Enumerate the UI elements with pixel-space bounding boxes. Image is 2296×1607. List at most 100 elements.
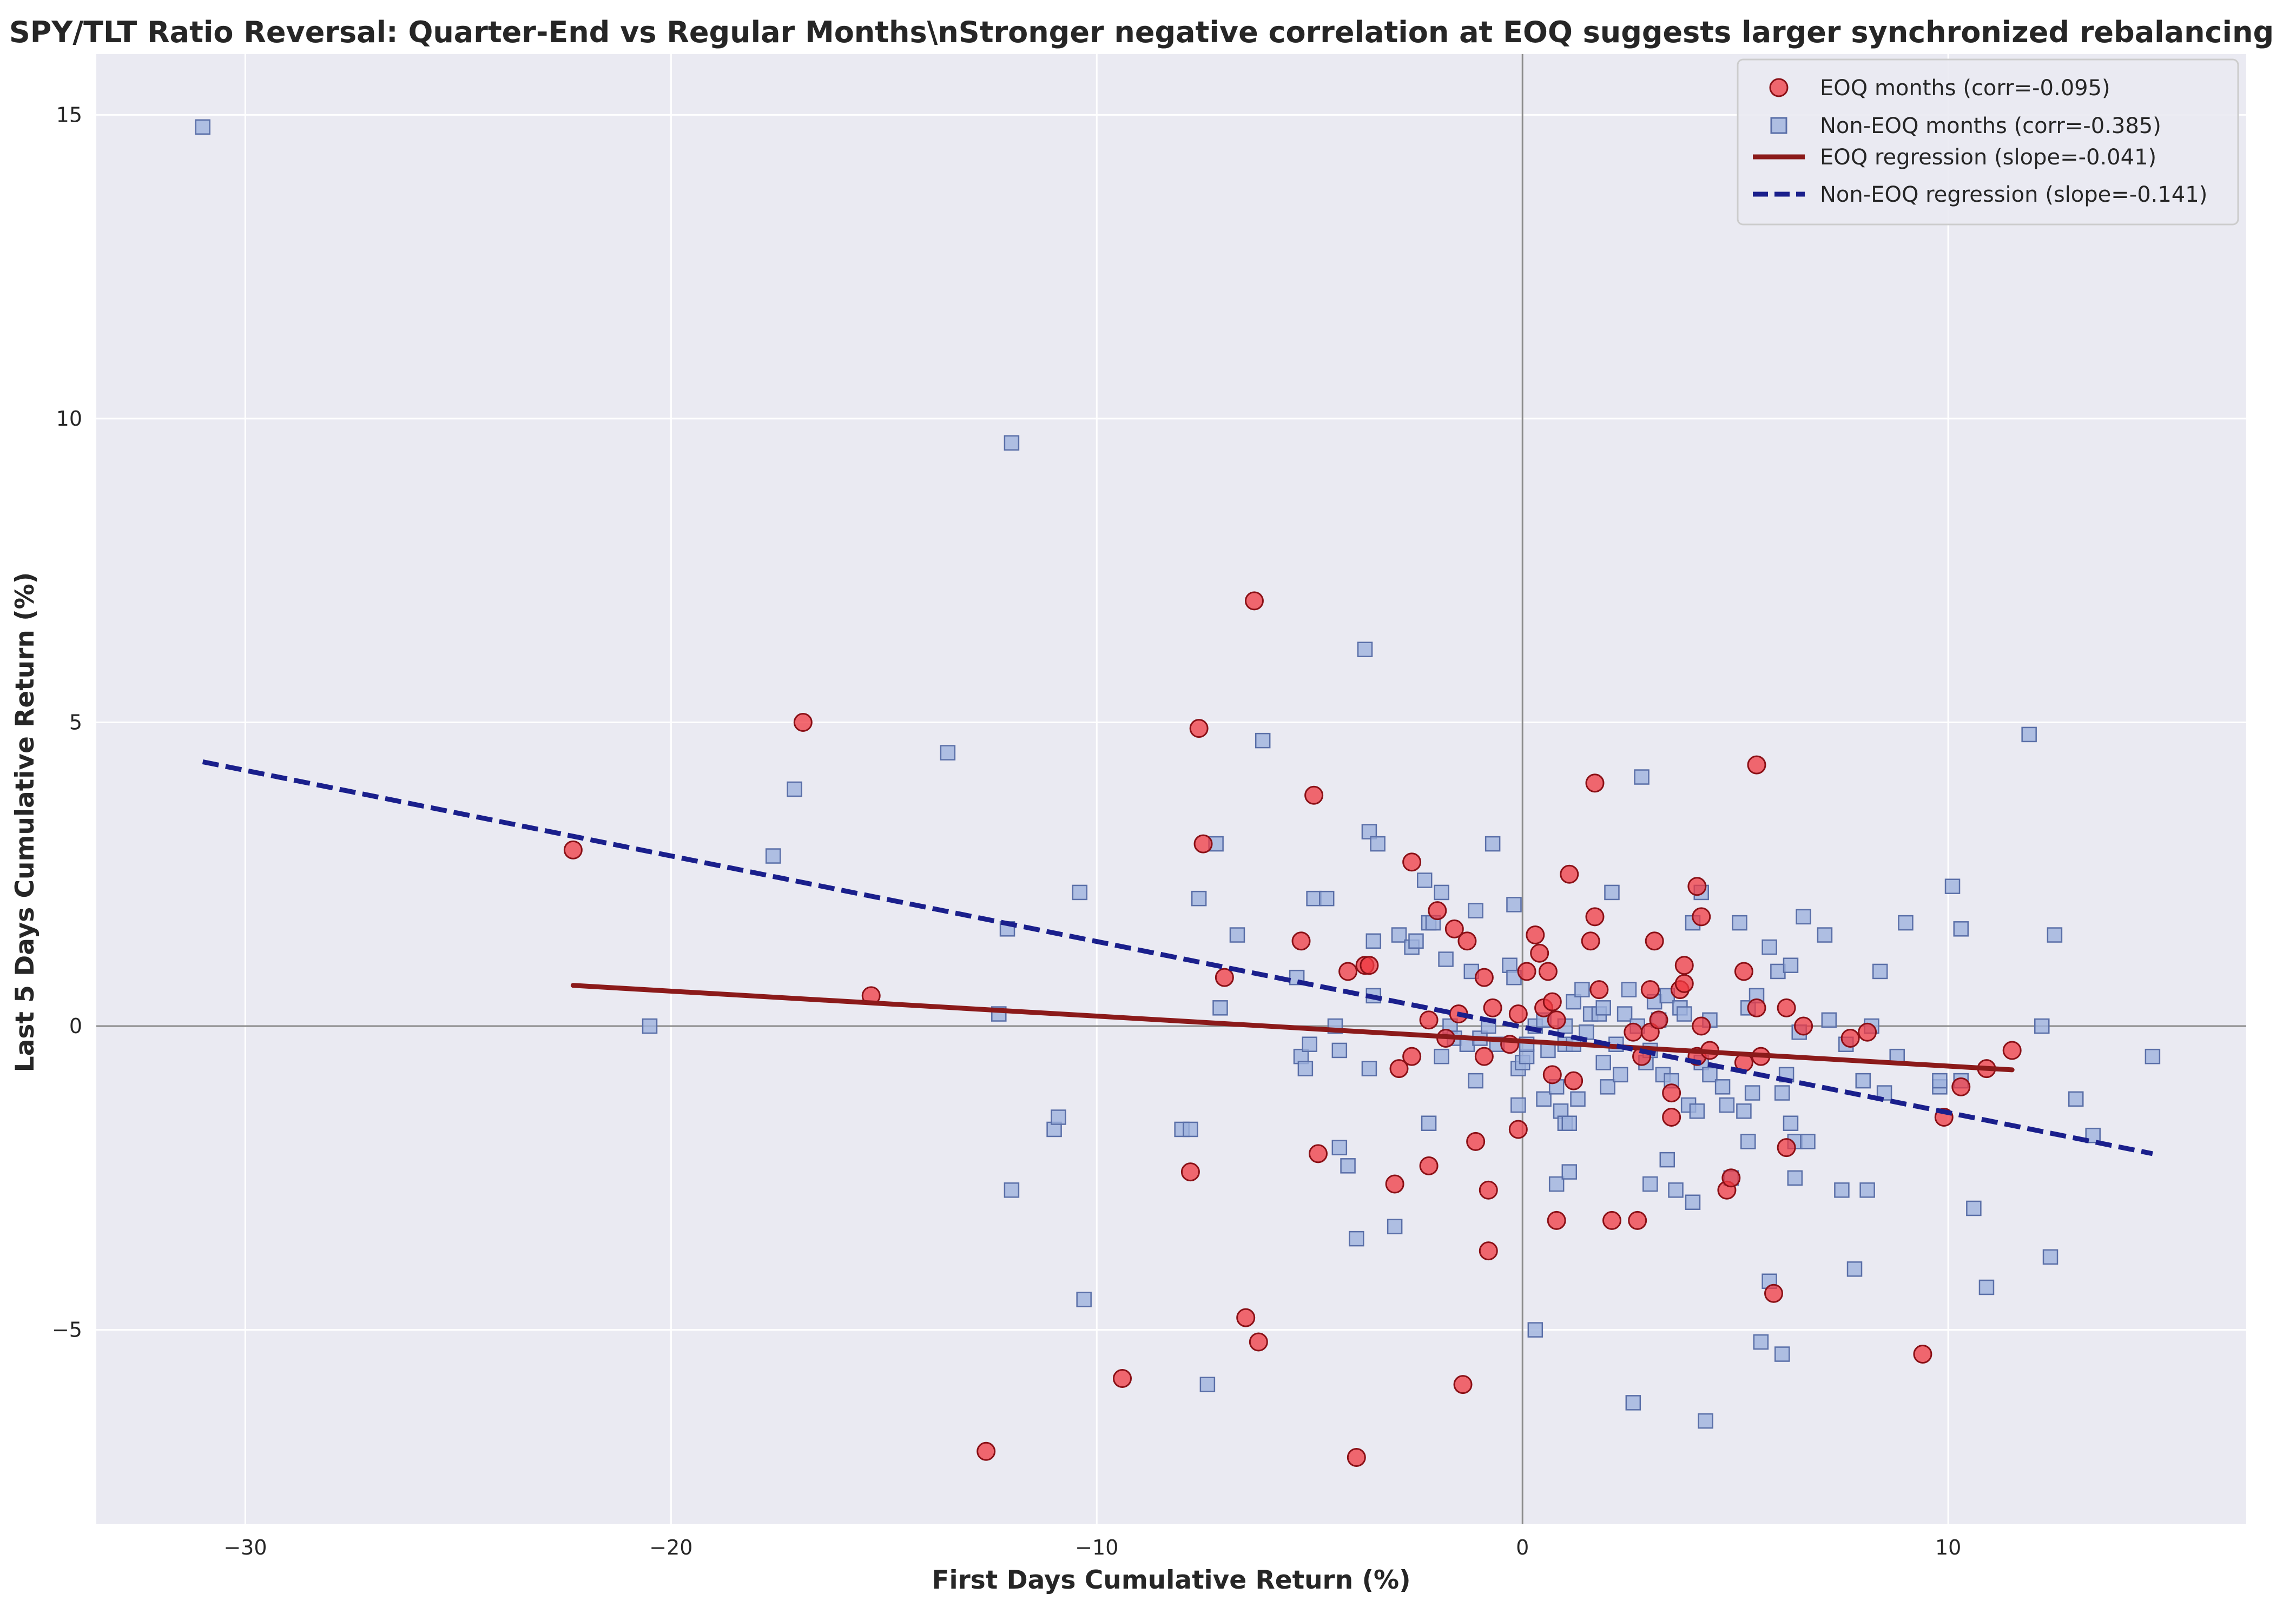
eoq-point (1951, 1077, 1971, 1096)
eoq-point (1858, 1022, 1877, 1042)
eoq-point (1113, 1368, 1132, 1388)
eoq-point (1589, 980, 1609, 1000)
non-eoq-point (1783, 957, 1799, 973)
y-tick-label: 10 (56, 407, 82, 431)
non-eoq-point (1617, 1006, 1633, 1022)
non-eoq-point (2085, 1127, 2101, 1143)
x-tick-label: 10 (1935, 1536, 1961, 1559)
non-eoq-point (1685, 1194, 1701, 1210)
eoq-regression-line (570, 983, 2015, 1073)
y-tick-label: −5 (52, 1318, 82, 1342)
eoq-point (1645, 931, 1664, 951)
non-eoq-point (1932, 1073, 1948, 1089)
chart-title: SPY/TLT Ratio Reversal: Quarter-End vs R… (9, 15, 2274, 49)
eoq-point (1249, 1332, 1268, 1352)
eoq-point (1581, 931, 1600, 951)
eoq-point (1649, 1010, 1668, 1030)
eoq-point (1662, 1083, 1681, 1103)
non-eoq-point (1255, 732, 1271, 749)
eoq-point (1687, 877, 1707, 896)
eoq-point (1530, 943, 1549, 963)
non-eoq-point (1634, 769, 1650, 785)
y-tick-label: 15 (56, 103, 82, 127)
non-eoq-point (787, 781, 802, 797)
legend-eoq-label: EOQ months (corr=-0.095) (1820, 76, 2110, 101)
non-eoq-point (1004, 1182, 1020, 1198)
eoq-point (1602, 1211, 1621, 1230)
legend-non-eoq-label: Non-EOQ months (corr=-0.385) (1820, 114, 2161, 138)
non-eoq-point (1438, 951, 1454, 967)
non-eoq-point (1004, 435, 1020, 451)
eoq-point (563, 840, 583, 859)
eoq-point (1338, 962, 1358, 981)
eoq-point (1193, 834, 1213, 854)
eoq-point (1624, 1022, 1643, 1042)
eoq-point (1692, 1016, 1711, 1036)
eoq-point (1419, 1156, 1439, 1175)
non-eoq-point (1689, 1103, 1705, 1119)
non-eoq-point (1302, 1036, 1318, 1052)
x-tick-label: −20 (649, 1536, 692, 1559)
non-eoq-point (1944, 878, 1961, 894)
non-eoq-point (1740, 1134, 1756, 1149)
non-eoq-point (1331, 1140, 1348, 1155)
non-eoq-point (2068, 1091, 2084, 1107)
non-eoq-point (1702, 1067, 1718, 1083)
non-eoq-point (2034, 1018, 2050, 1034)
eoq-point (1236, 1308, 1256, 1327)
plot-area (96, 54, 2246, 1524)
non-eoq-point (1821, 1012, 1837, 1028)
eoq-point (1244, 591, 1264, 611)
non-eoq-point (1306, 890, 1322, 907)
non-eoq-point (1468, 903, 1483, 918)
eoq-point (1585, 907, 1605, 927)
non-eoq-point (1331, 1042, 1348, 1059)
eoq-point (1628, 1211, 1647, 1230)
non-eoq-point (1595, 1055, 1611, 1070)
non-eoq-point (1212, 1000, 1228, 1016)
legend-eoq-marker (1769, 78, 1789, 97)
eoq-point (1385, 1174, 1404, 1194)
x-tick-label: −30 (223, 1536, 267, 1559)
non-eoq-point (1370, 836, 1385, 852)
eoq-point (1585, 773, 1605, 793)
non-eoq-point (1506, 897, 1522, 912)
eoq-point (1547, 1010, 1566, 1030)
eoq-point (1444, 919, 1464, 938)
eoq-point (1734, 962, 1753, 981)
eoq-point (1692, 907, 1711, 927)
regression-lines (202, 759, 2153, 1156)
eoq-point (1189, 719, 1209, 738)
eoq-point (793, 712, 813, 732)
non-eoq-point (1817, 927, 1833, 943)
non-eoq-point (940, 745, 956, 760)
non-eoq-point (1600, 1079, 1615, 1095)
non-eoq-point (1434, 1048, 1449, 1064)
non-eoq-point (1714, 1079, 1731, 1095)
non-eoq-point (1408, 933, 1424, 949)
legend: EOQ months (corr=-0.095) Non-EOQ months … (1737, 58, 2239, 226)
eoq-point (1674, 956, 1694, 975)
non-eoq-point (1051, 1109, 1066, 1125)
eoq-point (1747, 998, 1766, 1017)
non-eoq-point (1677, 1006, 1692, 1022)
non-eoq-point (1978, 1279, 1995, 1295)
non-eoq-point (642, 1018, 658, 1034)
non-eoq-point (1548, 1176, 1565, 1192)
eoq-point (1304, 785, 1324, 805)
eoq-point (1360, 956, 1379, 975)
non-eoq-point (1349, 1231, 1364, 1247)
legend-eoq-regression-label: EOQ regression (slope=-0.041) (1820, 145, 2156, 170)
eoq-point (1721, 1168, 1741, 1188)
eoq-point (1560, 864, 1579, 884)
non-eoq-point (1076, 1292, 1092, 1307)
non-eoq-point (1774, 1346, 1790, 1362)
non-eoq-point (1770, 963, 1786, 980)
non-eoq-point (1796, 909, 1811, 925)
non-eoq-point (1570, 1091, 1586, 1107)
eoq-points (563, 591, 2022, 1467)
x-tick-labels: −30 −20 −10 0 10 (223, 1536, 1961, 1559)
eoq-point (1180, 1162, 1200, 1182)
non-eoq-point (1698, 1413, 1713, 1429)
